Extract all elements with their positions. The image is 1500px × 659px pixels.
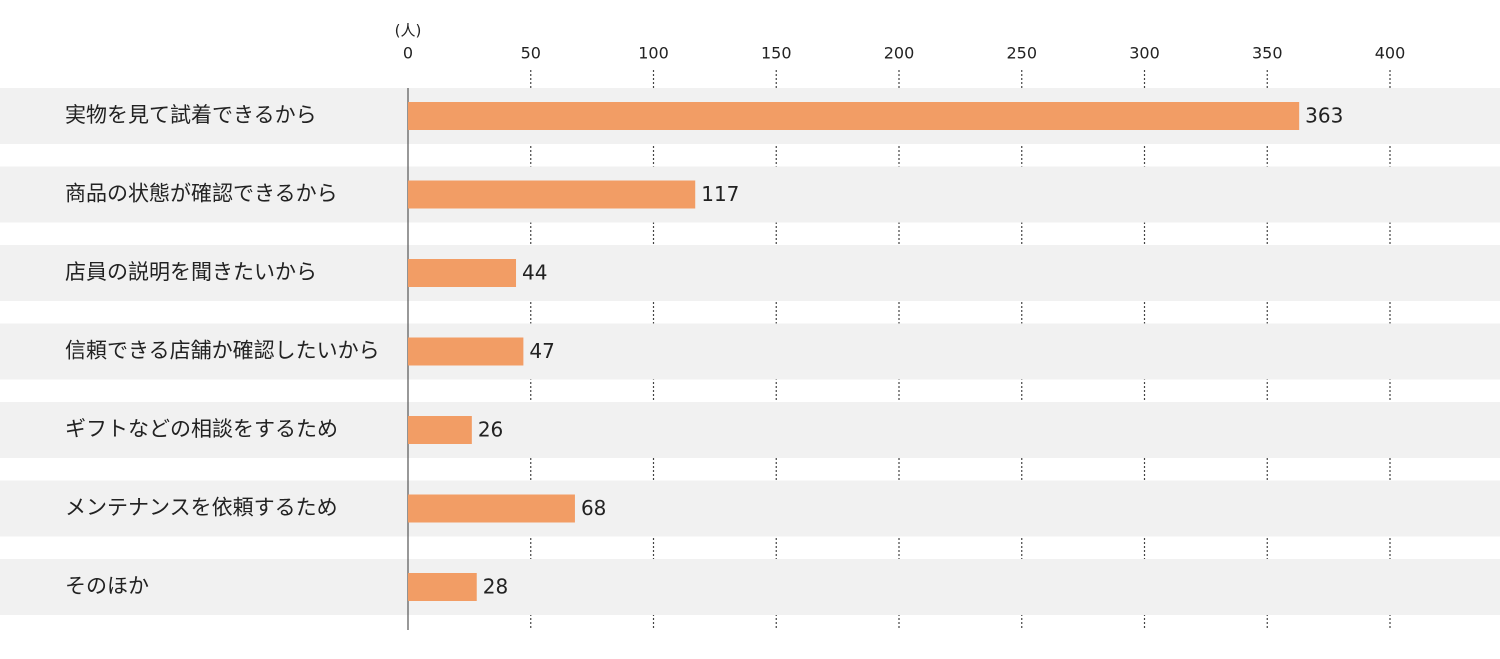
x-tick-label: 50 — [521, 44, 541, 63]
bar — [408, 573, 477, 601]
x-tick-label: 200 — [884, 44, 915, 63]
row-band — [0, 402, 1500, 458]
value-label: 44 — [522, 261, 547, 285]
category-label: そのほか — [65, 574, 149, 598]
value-label: 363 — [1305, 104, 1343, 128]
x-tick-label: 250 — [1006, 44, 1037, 63]
value-label: 26 — [478, 418, 503, 442]
x-tick-label: 400 — [1375, 44, 1406, 63]
value-label: 117 — [701, 182, 739, 206]
x-tick-label: 150 — [761, 44, 792, 63]
category-label: 店員の説明を聞きたいから — [65, 260, 317, 284]
category-label: ギフトなどの相談をするため — [65, 417, 338, 441]
bar — [408, 494, 575, 523]
row-band — [0, 480, 1500, 537]
bar — [408, 180, 696, 209]
x-tick-label: 300 — [1129, 44, 1160, 63]
x-tick-label: 100 — [638, 44, 669, 63]
unit-label: (人) — [395, 22, 422, 40]
row-band — [0, 559, 1500, 615]
value-label: 28 — [483, 575, 508, 599]
x-tick-label: 0 — [403, 44, 413, 63]
value-label: 68 — [581, 496, 606, 520]
value-label: 47 — [529, 339, 554, 363]
category-label: 商品の状態が確認できるから — [65, 182, 338, 206]
bar — [408, 102, 1300, 130]
bar — [408, 259, 517, 287]
row-band — [0, 166, 1500, 223]
category-label: メンテナンスを依頼するため — [65, 496, 338, 520]
category-label: 信頼できる店舗か確認したいから — [65, 339, 380, 363]
category-label: 実物を見て試着できるから — [65, 103, 317, 127]
x-tick-label: 350 — [1252, 44, 1283, 63]
row-band — [0, 245, 1500, 301]
row-band — [0, 323, 1500, 380]
bar — [408, 416, 472, 444]
bar — [408, 337, 524, 366]
